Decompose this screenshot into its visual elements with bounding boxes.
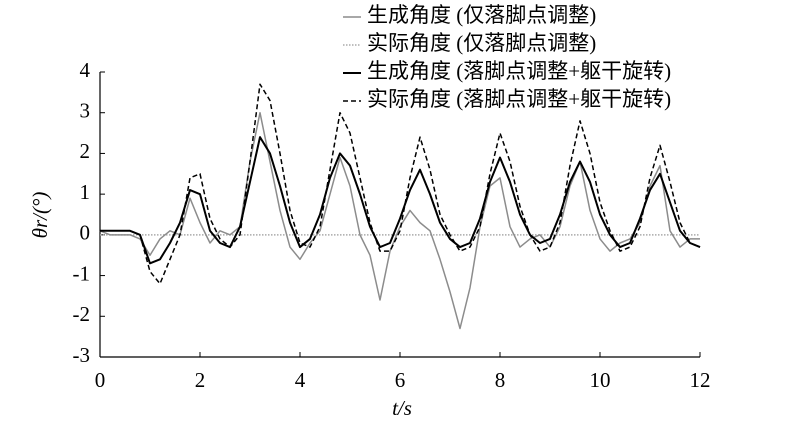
legend-label: 实际角度 (落脚点调整+躯干旋转)	[367, 87, 671, 111]
y-tick-label: -1	[73, 261, 91, 285]
y-tick-label: -2	[73, 302, 91, 326]
y-tick-label: 0	[80, 221, 91, 245]
legend-label: 生成角度 (仅落脚点调整)	[367, 3, 596, 27]
legend-label: 生成角度 (落脚点调整+躯干旋转)	[367, 59, 671, 83]
x-tick-label: 2	[195, 368, 206, 392]
y-tick-label: 3	[80, 99, 91, 123]
x-tick-label: 6	[395, 368, 406, 392]
x-axis-label: t/s	[392, 396, 412, 420]
y-tick-label: 1	[80, 180, 91, 204]
y-tick-label: 4	[80, 58, 91, 82]
legend-label: 实际角度 (仅落脚点调整)	[367, 31, 596, 55]
x-tick-label: 12	[690, 368, 711, 392]
x-tick-label: 4	[295, 368, 306, 392]
legend: 生成角度 (仅落脚点调整) 实际角度 (仅落脚点调整) 生成角度 (落脚点调整+躯干…	[343, 3, 671, 111]
series-line	[100, 136, 701, 265]
y-tick-label: 2	[80, 139, 91, 163]
series-line	[99, 111, 700, 330]
y-tick-label: -3	[73, 343, 91, 367]
x-tick-label: 0	[95, 368, 106, 392]
y-axis-label: θr/(°)	[28, 192, 52, 239]
series-line	[100, 83, 701, 285]
x-tick-label: 10	[590, 368, 611, 392]
x-tick-label: 8	[495, 368, 506, 392]
